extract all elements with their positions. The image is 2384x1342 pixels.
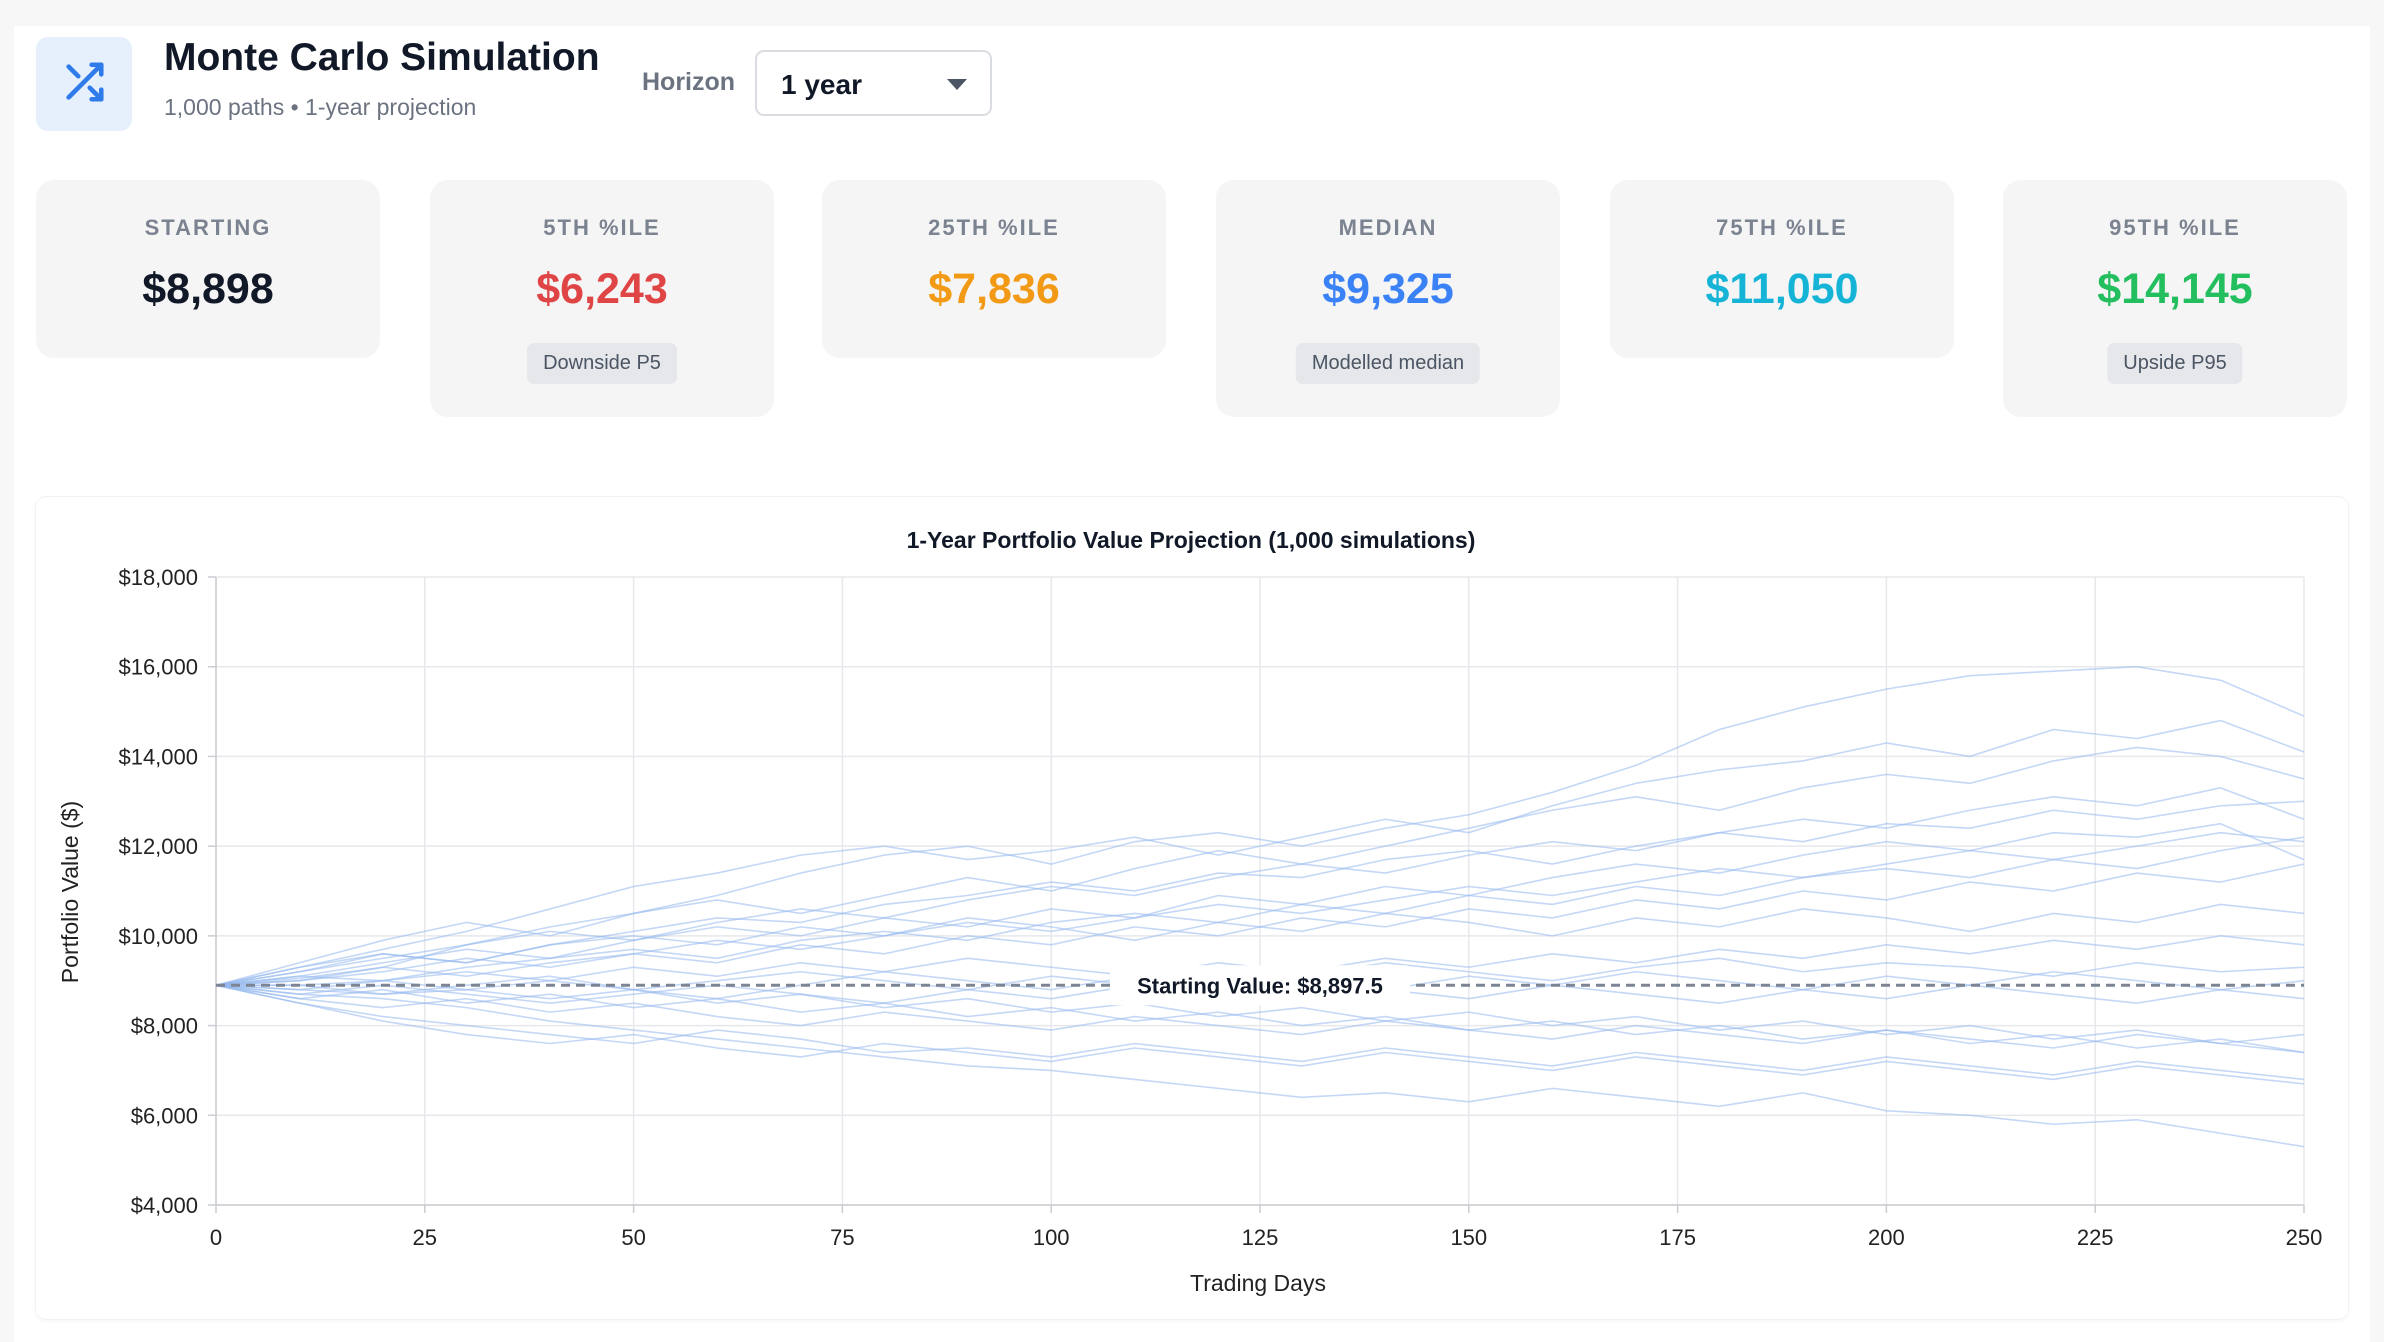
- y-tick-label: $12,000: [118, 834, 198, 859]
- x-tick-label: 175: [1659, 1225, 1696, 1250]
- shuffle-icon: [61, 59, 107, 110]
- stat-label: 95TH %ILE: [2109, 215, 2241, 240]
- chart-card: 1-Year Portfolio Value Projection (1,000…: [36, 497, 2348, 1319]
- stat-card-p25: 25TH %ILE $7,836: [822, 180, 1166, 358]
- stat-value: $14,145: [2097, 265, 2253, 313]
- x-tick-label: 150: [1450, 1225, 1487, 1250]
- simulation-path: [215, 903, 2305, 987]
- stat-label: STARTING: [144, 215, 272, 240]
- simulation-path: [215, 719, 2305, 987]
- simulation-path: [215, 787, 2305, 987]
- stat-value: $7,836: [928, 265, 1060, 313]
- y-tick-label: $8,000: [131, 1014, 198, 1039]
- projection-chart: 1-Year Portfolio Value Projection (1,000…: [57, 527, 2323, 1296]
- x-tick-label: 75: [830, 1225, 854, 1250]
- simulation-path: [215, 984, 2305, 1054]
- stat-badge: Downside P5: [527, 343, 677, 384]
- page-title: Monte Carlo Simulation: [164, 36, 600, 79]
- stat-card-p95: 95TH %ILE $14,145 Upside P95: [2003, 180, 2347, 417]
- stat-label: 5TH %ILE: [543, 215, 661, 240]
- stat-card-p75: 75TH %ILE $11,050: [1610, 180, 1954, 358]
- x-tick-label: 125: [1242, 1225, 1279, 1250]
- stat-card-starting: STARTING $8,898: [36, 180, 380, 358]
- stat-value: $8,898: [142, 265, 274, 313]
- stat-label: 75TH %ILE: [1716, 215, 1848, 240]
- y-tick-label: $10,000: [118, 924, 198, 949]
- x-tick-label: 200: [1868, 1225, 1905, 1250]
- chart-title: 1-Year Portfolio Value Projection (1,000…: [907, 527, 1476, 553]
- simulation-path: [215, 984, 2305, 1085]
- simulation-path: [215, 665, 2305, 987]
- y-tick-label: $14,000: [118, 744, 198, 769]
- stat-badge: Modelled median: [1295, 343, 1481, 384]
- y-tick-label: $6,000: [131, 1103, 198, 1128]
- starting-value-label: Starting Value: $8,897.5: [1137, 973, 1383, 998]
- app-icon-tile: [36, 37, 132, 131]
- page-subtitle: 1,000 paths • 1-year projection: [164, 94, 477, 120]
- simulation-path: [215, 836, 2305, 987]
- x-tick-label: 225: [2077, 1225, 2114, 1250]
- y-tick-label: $16,000: [118, 655, 198, 680]
- x-tick-label: 50: [621, 1225, 645, 1250]
- simulation-path: [215, 822, 2305, 987]
- stat-value: $11,050: [1705, 265, 1859, 313]
- starting-value-label-bg: [1110, 965, 1410, 1006]
- horizon-select[interactable]: 1 year: [755, 50, 992, 116]
- chevron-down-icon: [947, 79, 967, 90]
- simulation-path: [215, 984, 2305, 1054]
- stat-value: $9,325: [1322, 265, 1454, 313]
- simulation-path: [215, 984, 2305, 1148]
- horizon-selected-value: 1 year: [781, 69, 862, 100]
- y-tick-label: $4,000: [131, 1193, 198, 1218]
- y-axis-label: Portfolio Value ($): [57, 801, 83, 983]
- x-axis-label: Trading Days: [1190, 1270, 1326, 1296]
- stat-card-p5: 5TH %ILE $6,243 Downside P5: [430, 180, 774, 417]
- x-tick-label: 250: [2286, 1225, 2323, 1250]
- stat-card-median: MEDIAN $9,325 Modelled median: [1216, 180, 1560, 417]
- simulation-path: [215, 984, 2305, 1081]
- x-tick-label: 100: [1033, 1225, 1070, 1250]
- stat-badge: Upside P95: [2107, 343, 2243, 384]
- simulation-path: [215, 831, 2305, 987]
- stat-label: 25TH %ILE: [928, 215, 1060, 240]
- stat-label: MEDIAN: [1338, 215, 1438, 240]
- horizon-label: Horizon: [642, 68, 736, 96]
- x-tick-label: 0: [210, 1225, 222, 1250]
- x-tick-label: 25: [413, 1225, 437, 1250]
- stat-value: $6,243: [536, 265, 668, 313]
- y-tick-label: $18,000: [118, 565, 198, 590]
